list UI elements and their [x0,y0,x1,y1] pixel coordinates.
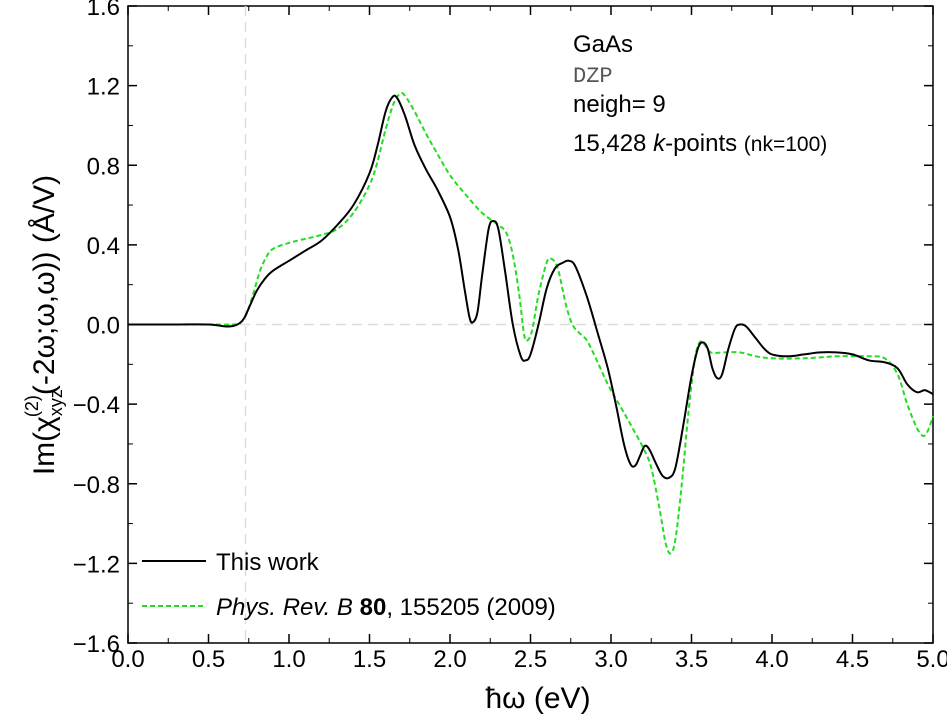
y-tick-label: 1.2 [87,74,120,101]
y-axis-title: Im(χxyz(2)(-2ω;ω,ω)) (Å/V) [22,175,66,475]
annotation-kpoints-k: k [653,130,667,157]
x-tick-label: 5.0 [916,646,947,673]
y-tick-label: −1.2 [73,551,120,578]
x-tick-label: 2.5 [514,646,547,673]
legend-label-this-work: This work [216,549,320,576]
annotation-kpoints-suffix: -points [665,130,737,157]
y-tick-label: −1.6 [73,631,120,658]
legend-reference-journal: Phys. Rev. B [216,594,353,621]
annotation-material: GaAs [573,31,633,58]
x-tick-label: 0.0 [111,646,144,673]
y-axis-title-suffix: (-2ω;ω,ω)) (Å/V) [28,175,61,395]
series-line-reference [128,91,934,555]
legend-reference-rest: , 155205 (2009) [386,594,555,621]
annotation-basis: DZP [573,64,613,89]
y-axis-ticks: 1.6 1.2 0.8 0.4 0.0 −0.4 −0.8 −1.2 −1.6 [73,0,933,658]
legend-label-reference: Phys. Rev. B 80, 155205 (2009) [216,594,556,621]
x-tick-label: 3.0 [594,646,627,673]
x-tick-label: 4.5 [836,646,869,673]
x-tick-label: 3.5 [675,646,708,673]
x-tick-label: 4.0 [755,646,788,673]
annotation-kpoints: 15,428 k-points (nk=100) [573,130,827,157]
y-axis-title-superscript: (2) [22,395,42,417]
x-tick-label: 2.0 [433,646,466,673]
x-tick-label: 1.0 [272,646,305,673]
legend: This work Phys. Rev. B 80, 155205 (2009) [142,549,556,621]
x-axis-ticks: 0.0 0.5 1.0 1.5 2.0 2.5 3.0 3.5 4.0 4.5 5.0 [111,6,947,673]
legend-reference-volume: 80 [360,594,387,621]
y-axis-title-prefix: Im(χ [28,416,61,475]
y-tick-label: −0.8 [73,472,120,499]
y-tick-label: 0.0 [87,313,120,340]
x-tick-label: 0.5 [192,646,225,673]
y-tick-label: 0.8 [87,153,120,180]
y-tick-label: 1.6 [87,0,120,21]
y-axis-title-subscript: xyz [46,389,66,416]
series-group [128,91,934,555]
annotation-kpoints-nk: (nk=100) [744,133,827,156]
y-tick-label: −0.4 [73,392,120,419]
x-tick-label: 1.5 [353,646,386,673]
y-tick-label: 0.4 [87,233,120,260]
annotation-kpoints-count: 15,428 [573,130,646,157]
annotation-neigh: neigh= 9 [573,91,666,118]
x-axis-title: ħω (eV) [485,682,590,715]
series-line-this-work [128,94,934,480]
